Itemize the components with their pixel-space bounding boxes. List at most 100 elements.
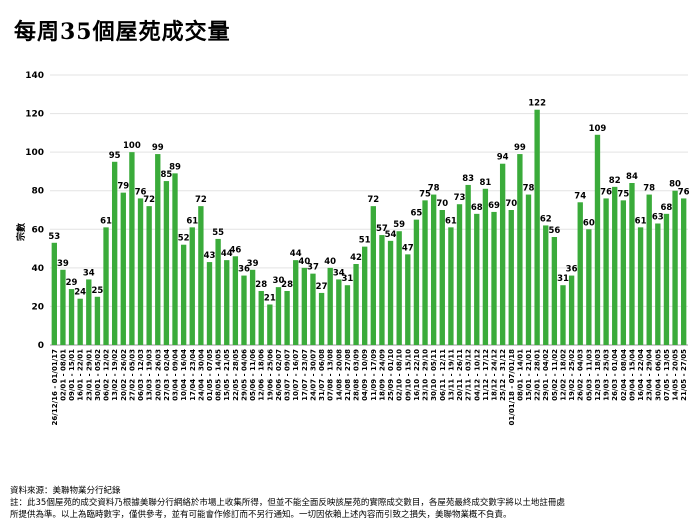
x-tick-label: 26/06 - 02/07 — [275, 349, 283, 401]
x-tick-label: 12/06 - 18/06 — [258, 349, 266, 401]
value-label: 63 — [652, 213, 664, 223]
bar — [310, 273, 316, 345]
bar — [413, 219, 420, 345]
x-tick-label: 08/01 - 14/01 — [516, 349, 524, 401]
bar — [387, 240, 394, 345]
source-note: 資料來源：美聯物業分行紀錄 — [10, 486, 121, 496]
bar — [534, 109, 540, 345]
x-tick-label: 13/11 - 19/11 — [447, 349, 455, 401]
bar — [508, 210, 514, 345]
value-label: 68 — [471, 203, 483, 213]
bar — [129, 152, 135, 345]
value-label: 75 — [617, 189, 629, 199]
x-tick-label: 13/03 - 19/03 — [146, 349, 154, 401]
value-label: 95 — [109, 151, 121, 161]
bar — [293, 260, 299, 345]
value-label: 40 — [298, 257, 310, 267]
value-label: 61 — [635, 216, 647, 226]
x-tick-label: 02/10 - 08/10 — [396, 349, 404, 401]
x-tick-label: 30/04 - 06/05 — [654, 349, 662, 401]
x-tick-label: 12/03 - 18/03 — [594, 349, 602, 401]
x-tick-label: 18/12 - 24/12 — [491, 349, 499, 401]
value-label: 59 — [393, 220, 405, 230]
y-tick-label: 0 — [38, 341, 44, 351]
value-label: 44 — [221, 249, 233, 259]
value-label: 70 — [505, 199, 517, 209]
x-tick-label: 31/07 - 06/08 — [318, 349, 326, 401]
value-label: 53 — [48, 232, 60, 242]
bar — [353, 264, 359, 345]
value-label: 94 — [497, 153, 509, 163]
x-tick-label: 22/05 - 28/05 — [232, 349, 240, 401]
value-label: 56 — [548, 226, 560, 236]
bar — [577, 202, 583, 345]
value-label: 80 — [669, 180, 681, 190]
bar — [206, 262, 213, 345]
x-tick-label: 11/12 - 17/12 — [482, 349, 490, 401]
bar — [86, 279, 92, 345]
x-tick-label: 16/01 - 22/01 — [77, 349, 85, 401]
value-label: 51 — [359, 236, 371, 246]
x-tick-label: 29/05 - 04/06 — [240, 349, 248, 401]
x-tick-label: 18/09 - 24/09 — [378, 349, 386, 401]
value-label: 109 — [589, 124, 607, 134]
bar — [681, 198, 687, 345]
x-tick-label: 09/10 - 15/10 — [404, 349, 412, 401]
value-label: 37 — [307, 263, 319, 273]
value-label: 83 — [462, 174, 474, 184]
bar — [215, 238, 221, 345]
x-tick-label: 16/10 - 22/10 — [413, 349, 421, 401]
x-tick-label: 10/07 - 16/07 — [292, 349, 300, 401]
x-tick-label: 22/01 - 28/01 — [534, 349, 542, 401]
y-gridlines — [50, 74, 688, 346]
y-tick-label: 80 — [31, 187, 44, 197]
value-label: 47 — [402, 243, 414, 253]
bar — [439, 210, 445, 345]
value-label: 28 — [281, 280, 293, 290]
bar — [430, 194, 437, 345]
x-tick-label: 20/03 - 26/03 — [154, 349, 162, 401]
bar — [103, 227, 109, 345]
bar — [525, 194, 532, 345]
bar — [543, 225, 549, 345]
value-label: 60 — [583, 218, 595, 228]
x-tick-label: 10/04 - 16/04 — [180, 349, 188, 401]
bar — [111, 161, 118, 345]
x-tick-label: 03/07 - 09/07 — [284, 349, 292, 401]
x-tick-label: 19/02 - 25/02 — [568, 349, 576, 401]
x-tick-label: 20/02 - 26/02 — [120, 349, 128, 401]
value-label: 74 — [574, 191, 586, 201]
bar — [77, 298, 83, 345]
value-label: 31 — [342, 274, 354, 284]
x-tick-label: 08/05 - 14/05 — [215, 349, 223, 401]
x-tick-label: 06/02 - 12/02 — [103, 349, 111, 401]
page-title: 每周35個屋苑成交量 — [14, 19, 231, 45]
value-label: 39 — [57, 259, 69, 269]
x-tick-label: 26/12/16 - 01/01/17 — [51, 349, 59, 426]
x-tick-label: 20/11 - 26/11 — [456, 349, 464, 401]
value-label: 78 — [428, 184, 440, 194]
value-label: 76 — [135, 187, 147, 197]
value-label: 78 — [523, 184, 535, 194]
disclaimer-line-1: 註：此35個屋苑的成交資料乃根據美聯分行網絡於市場上收集所得，但並不能全面反映該… — [10, 498, 565, 508]
x-tick-label: 24/04 - 30/04 — [197, 349, 205, 401]
y-tick-label: 140 — [25, 71, 44, 81]
value-label: 75 — [419, 189, 431, 199]
y-tick-label: 120 — [25, 110, 44, 120]
bar — [362, 246, 368, 345]
x-tick-label: 05/02 - 11/02 — [551, 349, 559, 401]
value-label: 79 — [117, 182, 129, 192]
bar — [68, 289, 75, 345]
bar — [672, 190, 678, 345]
value-label: 27 — [316, 282, 328, 292]
y-axis-label: 宗數 — [15, 222, 27, 241]
bar — [275, 287, 282, 345]
bar — [379, 235, 385, 345]
x-tick-label: 15/05 - 21/05 — [223, 349, 231, 401]
value-label: 61 — [186, 216, 198, 226]
bar — [370, 206, 376, 345]
bar — [249, 269, 256, 345]
x-tick-label: 24/07 - 30/07 — [309, 349, 317, 401]
value-label: 57 — [376, 224, 388, 234]
value-label: 73 — [454, 193, 466, 203]
